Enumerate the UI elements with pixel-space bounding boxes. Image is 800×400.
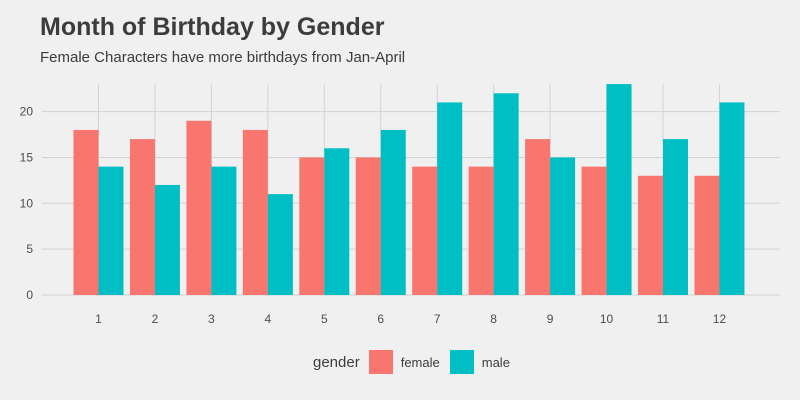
bar-female (186, 120, 212, 296)
y-tick-label: 5 (26, 242, 33, 256)
x-tick-label: 9 (547, 312, 554, 326)
bar-female (73, 129, 99, 295)
x-tick-label: 12 (713, 312, 727, 326)
bar-male (324, 148, 350, 295)
x-tick-label: 6 (377, 312, 384, 326)
legend-label-male: male (481, 354, 510, 370)
bar-male (606, 84, 632, 295)
x-tick-label: 7 (434, 312, 441, 326)
y-tick-label: 0 (26, 288, 33, 302)
bar-female (581, 166, 607, 295)
x-tick-label: 5 (321, 312, 328, 326)
legend: gender female male (313, 350, 520, 374)
bar-male (493, 93, 519, 295)
chart-title: Month of Birthday by Gender (40, 13, 385, 41)
legend-swatch-female (368, 350, 393, 374)
bar-female (525, 139, 551, 295)
legend-label-female: female (400, 354, 440, 370)
bar-male (211, 166, 237, 295)
legend-swatch-male (449, 350, 474, 374)
legend-item-male: male (449, 350, 510, 374)
bar-female (412, 166, 438, 295)
y-tick-label: 20 (20, 105, 34, 119)
x-tick-label: 8 (490, 312, 497, 326)
bar-male (437, 102, 463, 296)
x-tick-label: 3 (208, 312, 215, 326)
bar-male (98, 166, 124, 295)
x-tick-label: 4 (265, 312, 272, 326)
legend-item-female: female (368, 350, 440, 374)
bar-female (694, 175, 720, 295)
bar-female (242, 129, 268, 295)
bar-female (129, 139, 155, 295)
x-tick-label: 11 (657, 312, 670, 326)
bar-female (355, 157, 381, 295)
x-tick-label: 2 (152, 312, 159, 326)
x-tick-label: 1 (95, 312, 102, 326)
bar-male (663, 139, 688, 295)
y-tick-label: 15 (20, 150, 34, 164)
x-tick-label: 10 (600, 312, 614, 326)
bar-female (299, 157, 325, 295)
y-tick-label: 10 (20, 196, 34, 210)
chart-subtitle: Female Characters have more birthdays fr… (40, 49, 406, 66)
bar-male (719, 102, 745, 296)
bar-male (267, 194, 293, 295)
bar-male (380, 129, 406, 295)
bar-female (468, 166, 494, 295)
bar-female (638, 175, 663, 295)
bar-male (154, 184, 180, 295)
bar-male (550, 157, 576, 295)
legend-title: gender (313, 353, 360, 371)
